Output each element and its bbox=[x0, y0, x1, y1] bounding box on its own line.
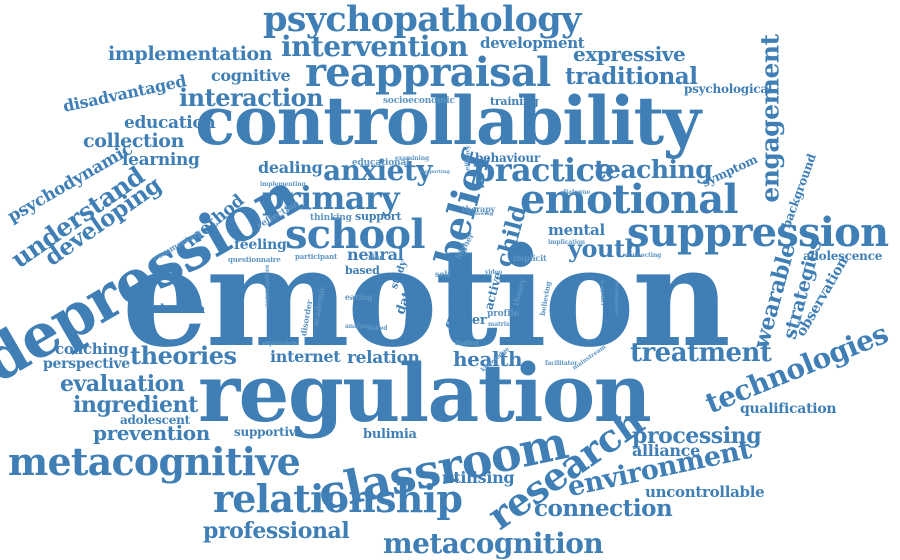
word-implicit: implicit bbox=[513, 253, 547, 263]
word-utilising: utilising bbox=[442, 468, 515, 487]
word-behaviour: behaviour bbox=[475, 151, 540, 165]
word-intervention: intervention bbox=[281, 30, 468, 63]
word-learning: learning bbox=[122, 150, 200, 170]
word-metacognition: metacognition bbox=[383, 527, 604, 560]
word-educational: educational bbox=[352, 158, 410, 168]
word-evaluation: evaluation bbox=[60, 371, 185, 397]
word-psychological: psychological bbox=[684, 82, 773, 96]
word-development: development bbox=[480, 34, 585, 52]
word-disadvantaged: disadvantaged bbox=[61, 71, 188, 116]
word-examining: examining bbox=[395, 155, 430, 162]
word-controllability: controllability bbox=[195, 82, 701, 160]
word-professional: professional bbox=[203, 518, 350, 544]
word-support: support bbox=[355, 210, 402, 223]
word-practice: practice bbox=[473, 151, 615, 189]
word-emotion: emotion bbox=[122, 218, 731, 378]
word-following: following bbox=[468, 211, 494, 217]
word-alliance: alliance bbox=[632, 441, 700, 460]
word-therapy: therapy bbox=[462, 204, 496, 214]
word-school: school bbox=[285, 211, 426, 258]
word-perspective: perspective bbox=[43, 356, 130, 372]
word-collection: collection bbox=[83, 130, 185, 152]
word-qualification: qualification bbox=[740, 401, 837, 417]
word-communities: communities bbox=[264, 264, 272, 308]
word-efficacy: efficacy bbox=[464, 145, 472, 171]
word-relationship: relationship bbox=[213, 476, 463, 521]
word-engagement: engagement bbox=[755, 34, 785, 203]
word-training: training bbox=[490, 95, 539, 108]
word-bulimia: bulimia bbox=[363, 427, 417, 442]
word-linked: linked bbox=[367, 325, 388, 332]
word-london: london bbox=[160, 302, 205, 316]
word-uncontrollable: uncontrollable bbox=[645, 483, 765, 501]
word-dealing: dealing bbox=[258, 158, 323, 177]
word-processing: processing bbox=[632, 423, 762, 449]
word-based: based bbox=[345, 264, 380, 277]
word-supporting: supporting bbox=[420, 169, 450, 175]
word-teaching: teaching bbox=[594, 155, 713, 184]
word-traditional: traditional bbox=[565, 63, 698, 90]
word-primary: primary bbox=[262, 179, 400, 217]
word-finding: finding bbox=[455, 340, 479, 347]
word-participant: participant bbox=[295, 252, 338, 261]
word-reappraisal: reappraisal bbox=[305, 49, 551, 96]
word-coaching: coaching bbox=[55, 340, 129, 358]
word-analyse: analyse bbox=[345, 323, 370, 330]
word-socioeconomic: socioeconomic bbox=[383, 96, 455, 106]
word-thinking: thinking bbox=[310, 213, 352, 223]
word-facilitator: facilitator bbox=[545, 360, 578, 367]
word-psychopathology: psychopathology bbox=[263, 0, 581, 40]
word-connection: connection bbox=[534, 495, 673, 522]
word-metacognitive: metacognitive bbox=[8, 439, 301, 484]
word-interaction: interaction bbox=[179, 83, 324, 112]
word-youth: youth bbox=[568, 234, 642, 263]
word-health: health bbox=[453, 347, 523, 371]
word-relation: relation bbox=[347, 348, 420, 368]
word-ingredient: ingredient bbox=[73, 392, 198, 418]
word-prevention: prevention bbox=[93, 421, 210, 445]
word-internet: internet bbox=[270, 347, 341, 366]
word-connecting: connecting bbox=[625, 252, 662, 259]
word-supportive: supportive bbox=[234, 425, 303, 439]
word-theories: theories bbox=[130, 341, 237, 370]
word-mental: mental bbox=[548, 221, 605, 239]
word-treatment: treatment bbox=[630, 338, 772, 368]
word-education: education bbox=[124, 113, 216, 133]
word-expressive: expressive bbox=[573, 42, 686, 66]
word-cognition: cognition bbox=[599, 279, 606, 306]
word-dialogue: dialogue bbox=[562, 189, 591, 196]
word-implementation: implementation bbox=[108, 43, 273, 65]
word-anxiety: anxiety bbox=[323, 154, 432, 187]
word-neural: neural bbox=[347, 245, 404, 264]
word-questionnaire: questionnaire bbox=[228, 255, 281, 264]
word-implementing: implementing bbox=[260, 181, 306, 188]
word-matrix: matrix bbox=[488, 321, 510, 328]
word-adolescence: adolescence bbox=[803, 249, 883, 263]
word-implication: implication bbox=[548, 239, 586, 246]
word-cognitive: cognitive bbox=[211, 66, 291, 85]
word-eating: eating bbox=[345, 292, 373, 302]
word-peer: peer bbox=[455, 313, 487, 328]
word-adolescent: adolescent bbox=[120, 413, 190, 427]
word-profile: profile bbox=[487, 309, 520, 319]
word-regulation: regulation bbox=[198, 346, 652, 440]
word-self: self bbox=[435, 269, 451, 279]
word-emotional: emotional bbox=[520, 176, 739, 223]
word-establishing: establishing bbox=[614, 281, 621, 316]
word-expression: expression bbox=[262, 340, 297, 347]
word-suppression: suppression bbox=[627, 209, 889, 256]
word-video: video bbox=[485, 269, 503, 276]
word-feeling: feeling bbox=[234, 237, 287, 253]
word-rise: rise bbox=[368, 252, 385, 262]
